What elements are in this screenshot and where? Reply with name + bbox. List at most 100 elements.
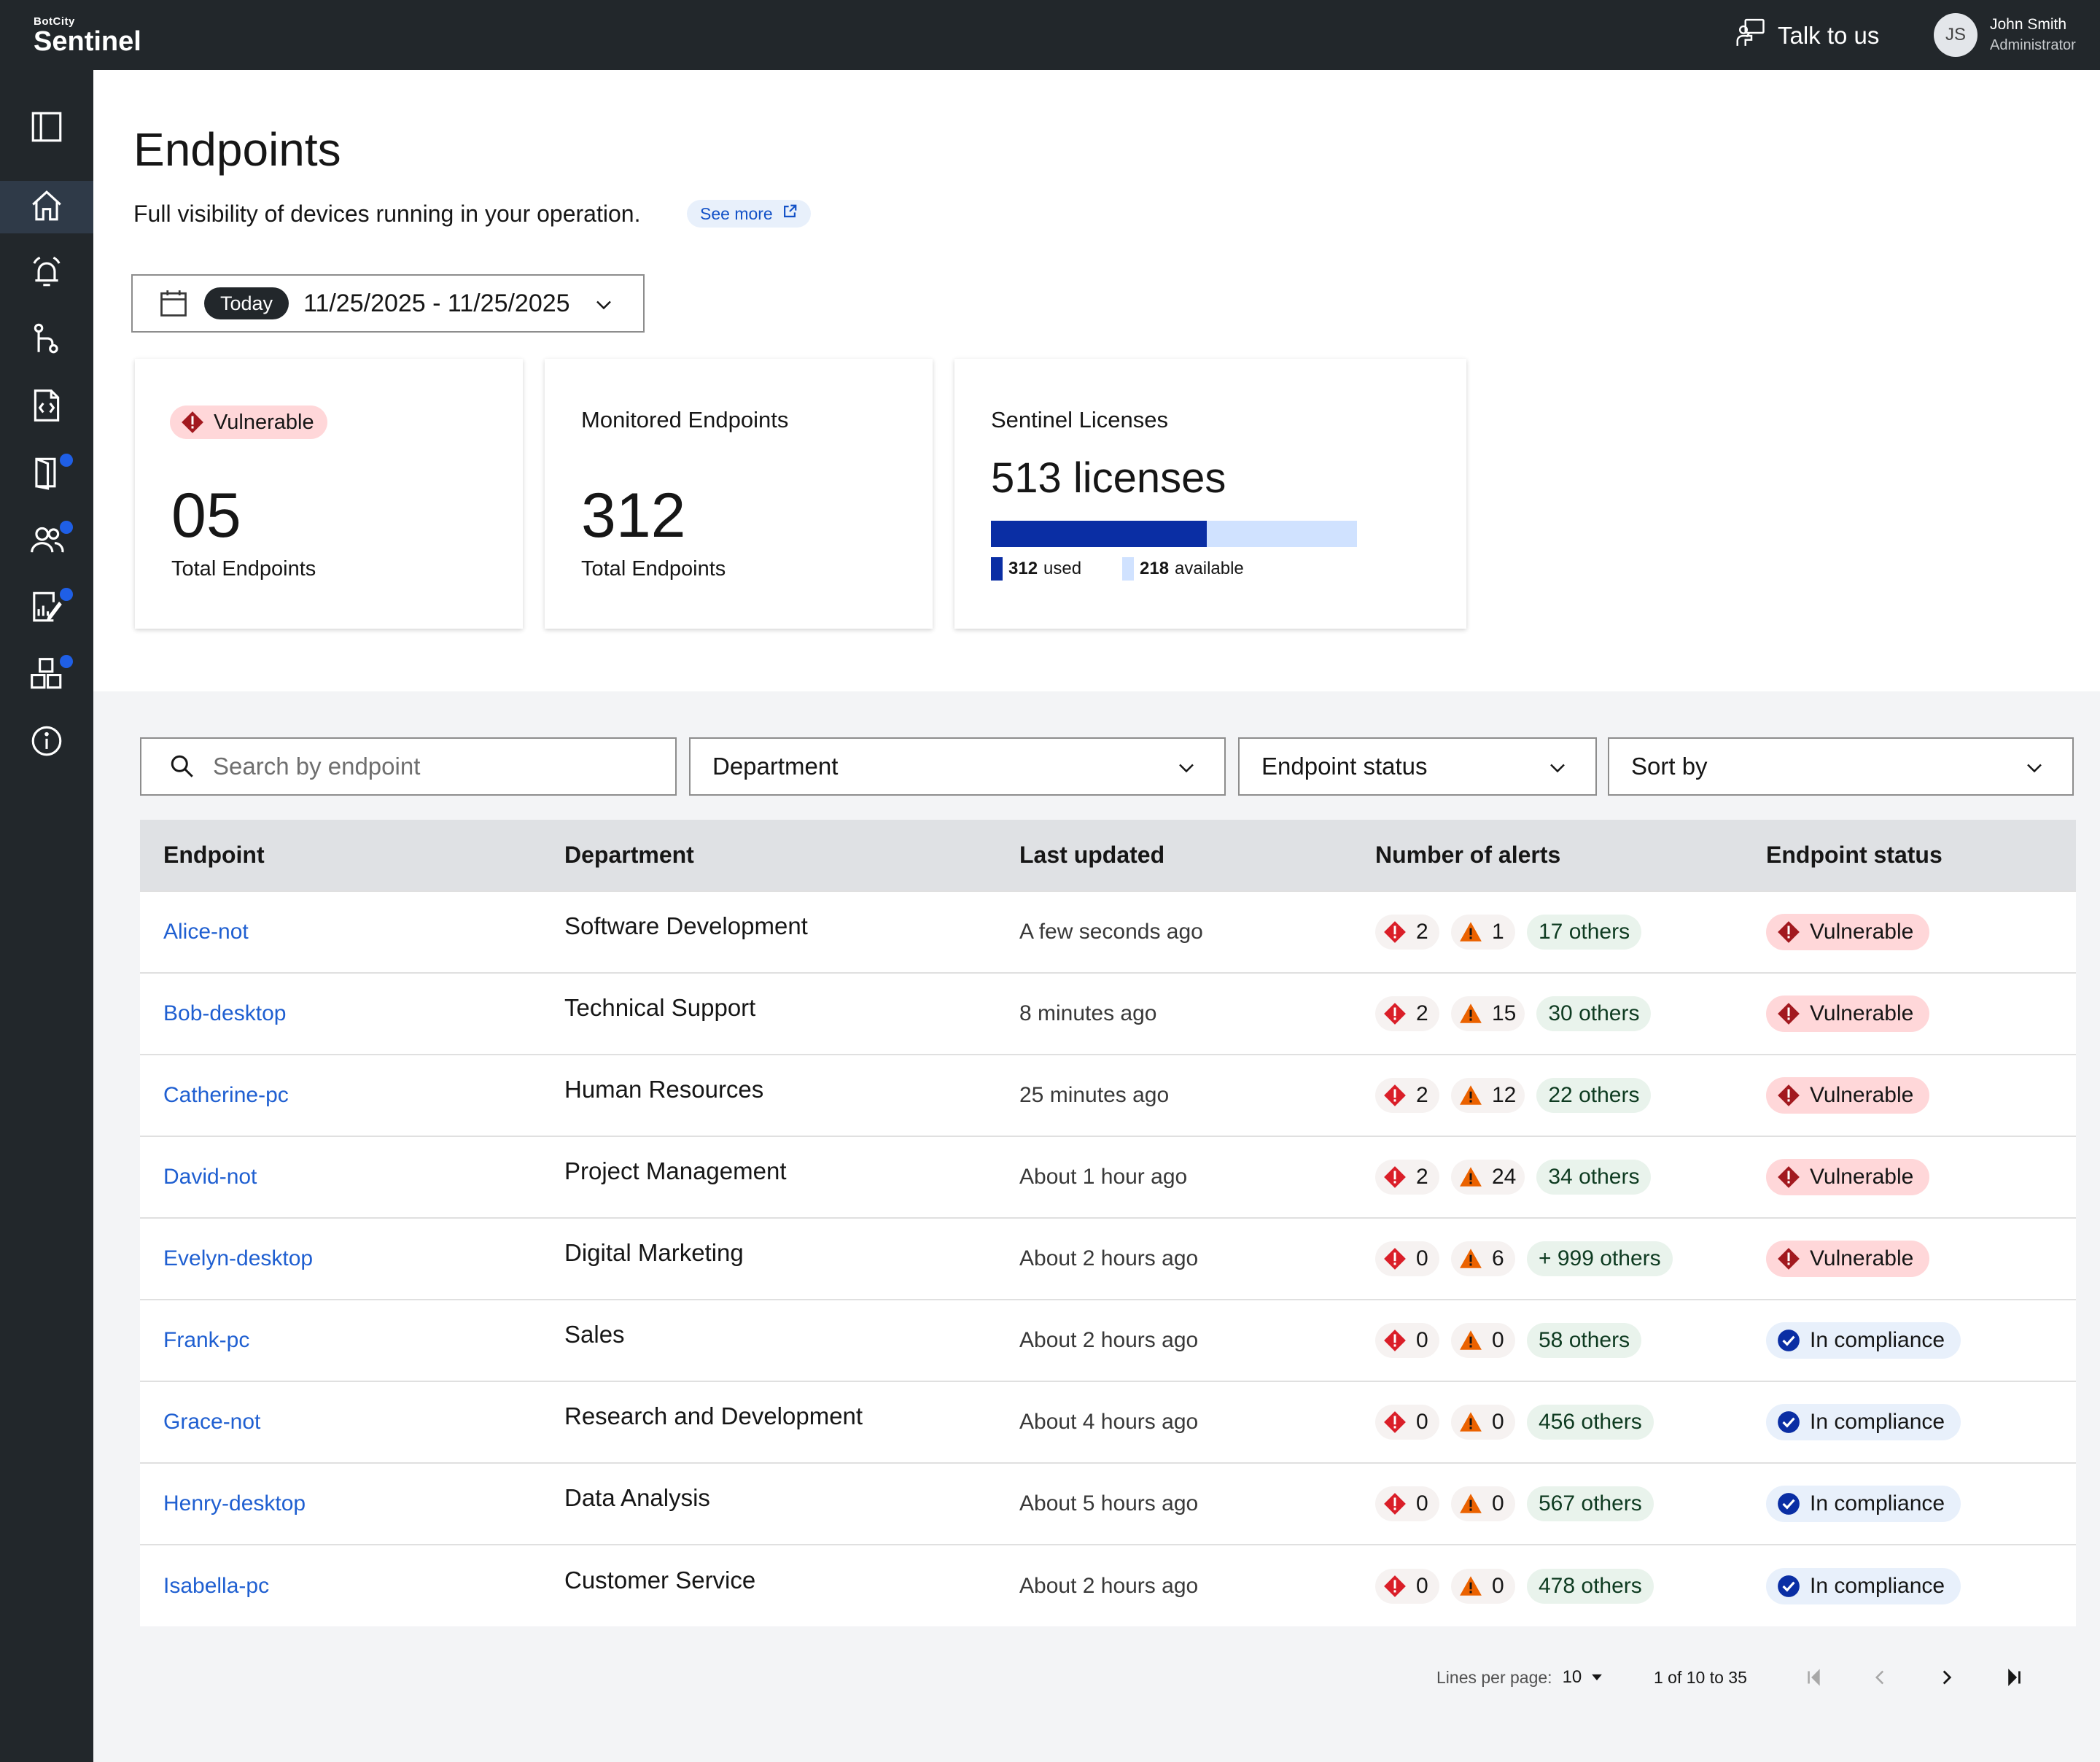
search-input[interactable]: Search by endpoint [213, 753, 421, 780]
monitored-endpoints-card[interactable]: Monitored Endpoints 312 Total Endpoints [545, 359, 933, 629]
other-alerts-count[interactable]: + 999 others [1527, 1241, 1673, 1276]
critical-alerts-count[interactable]: 2 [1375, 996, 1439, 1031]
endpoint-link[interactable]: Frank-pc [163, 1328, 250, 1352]
critical-alerts-count[interactable]: 0 [1375, 1486, 1439, 1521]
critical-alerts-count[interactable]: 0 [1375, 1405, 1439, 1440]
table-header-row: Endpoint Department Last updated Number … [140, 820, 2076, 891]
critical-alerts-count[interactable]: 2 [1375, 1078, 1439, 1113]
endpoints-table: Endpoint Department Last updated Number … [140, 820, 2076, 1626]
other-alerts-count[interactable]: 58 others [1527, 1323, 1642, 1358]
endpoint-link[interactable]: Evelyn-desktop [163, 1246, 314, 1270]
other-alerts-count[interactable]: 478 others [1527, 1568, 1654, 1604]
first-page-icon [1808, 1669, 1820, 1686]
department-cell: Customer Service [541, 1544, 996, 1626]
sidebar-item-workflows[interactable] [0, 314, 93, 366]
brand-logo[interactable]: BotCity Sentinel [34, 16, 141, 56]
endpoint-cell: Evelyn-desktop [140, 1217, 541, 1300]
sidebar-item-apps[interactable] [0, 649, 93, 702]
column-header-department[interactable]: Department [541, 820, 996, 891]
endpoint-link[interactable]: Isabella-pc [163, 1573, 270, 1598]
endpoint-link[interactable]: Catherine-pc [163, 1083, 289, 1107]
talk-to-us-button[interactable]: Talk to us [1735, 18, 1879, 53]
next-page-button[interactable] [1931, 1661, 1963, 1693]
sidebar-item-home[interactable] [0, 181, 93, 233]
other-alerts-count[interactable]: 34 others [1536, 1160, 1652, 1195]
table-row[interactable]: David-not Project Management About 1 hou… [140, 1136, 2076, 1218]
table-row[interactable]: Isabella-pc Customer Service About 2 hou… [140, 1544, 2076, 1626]
previous-page-button[interactable] [1864, 1661, 1896, 1693]
table-row[interactable]: Bob-desktop Technical Support 8 minutes … [140, 972, 2076, 1055]
department-dropdown[interactable]: Department [689, 737, 1226, 796]
endpoint-link[interactable]: Grace-not [163, 1410, 261, 1434]
today-preset-pill[interactable]: Today [204, 287, 289, 319]
column-header-endpoint[interactable]: Endpoint [140, 820, 541, 891]
warning-alerts-count[interactable]: 1 [1451, 915, 1515, 950]
table-row[interactable]: Grace-not Research and Development About… [140, 1381, 2076, 1463]
sidebar-item-access[interactable] [0, 448, 93, 500]
apps-icon [28, 656, 65, 696]
warning-alerts-count[interactable]: 15 [1451, 996, 1525, 1031]
column-header-last-updated[interactable]: Last updated [996, 820, 1352, 891]
see-more-link[interactable]: See more [687, 200, 811, 228]
status-badge: Vulnerable [1766, 1241, 1930, 1277]
last-updated-cell: About 4 hours ago [996, 1381, 1352, 1463]
endpoint-link[interactable]: Bob-desktop [163, 1001, 287, 1025]
warning-alerts-count[interactable]: 12 [1451, 1078, 1525, 1113]
status-label: In compliance [1810, 1328, 1945, 1352]
date-range-picker[interactable]: Today 11/25/2025 - 11/25/2025 [131, 274, 645, 333]
licenses-card[interactable]: Sentinel Licenses 513 licenses 312 used … [954, 359, 1466, 629]
warning-alerts-count[interactable]: 0 [1451, 1486, 1515, 1521]
column-header-alerts[interactable]: Number of alerts [1352, 820, 1743, 891]
critical-alert-icon [1776, 1246, 1801, 1271]
critical-alerts-count[interactable]: 0 [1375, 1568, 1439, 1604]
critical-alerts-count[interactable]: 2 [1375, 1160, 1439, 1195]
user-info[interactable]: John Smith Administrator [1990, 15, 2076, 55]
endpoint-link[interactable]: David-not [163, 1165, 257, 1189]
other-alerts-count[interactable]: 456 others [1527, 1405, 1654, 1440]
sidebar-item-users[interactable] [0, 515, 93, 567]
warning-alerts-count[interactable]: 0 [1451, 1323, 1515, 1358]
last-page-button[interactable] [1998, 1661, 2030, 1693]
status-label: In compliance [1810, 1573, 1945, 1598]
warning-count: 6 [1492, 1246, 1504, 1270]
sidebar-item-toggle[interactable] [0, 102, 93, 155]
warning-count: 0 [1492, 1573, 1504, 1598]
warning-alerts-count[interactable]: 6 [1451, 1241, 1515, 1276]
warning-alerts-count[interactable]: 24 [1451, 1160, 1525, 1195]
alerts-cell: 0 0 478 others [1352, 1544, 1743, 1626]
endpoint-status-dropdown[interactable]: Endpoint status [1238, 737, 1597, 796]
first-page-button[interactable] [1798, 1661, 1830, 1693]
sidebar-item-reports[interactable] [0, 582, 93, 634]
endpoint-link[interactable]: Alice-not [163, 920, 249, 944]
lines-per-page-select[interactable]: 10 [1563, 1667, 1606, 1688]
other-alerts-count[interactable]: 30 others [1536, 996, 1652, 1031]
endpoint-link[interactable]: Henry-desktop [163, 1491, 306, 1515]
table-row[interactable]: Henry-desktop Data Analysis About 5 hour… [140, 1462, 2076, 1545]
critical-alerts-count[interactable]: 2 [1375, 915, 1439, 950]
avatar[interactable]: JS [1934, 13, 1978, 57]
warning-alerts-count[interactable]: 0 [1451, 1405, 1515, 1440]
chevron-right-icon [1942, 1670, 1952, 1685]
column-header-status[interactable]: Endpoint status [1743, 820, 2076, 891]
lines-per-page-label: Lines per page: [1436, 1667, 1552, 1687]
table-row[interactable]: Catherine-pc Human Resources 25 minutes … [140, 1054, 2076, 1136]
warning-count: 12 [1492, 1083, 1517, 1107]
status-badge: Vulnerable [1766, 996, 1930, 1032]
sidebar-item-info[interactable] [0, 716, 93, 769]
sidebar-item-code[interactable] [0, 381, 93, 433]
critical-alerts-count[interactable]: 0 [1375, 1323, 1439, 1358]
critical-alerts-count[interactable]: 0 [1375, 1241, 1439, 1276]
other-alerts-count[interactable]: 567 others [1527, 1486, 1654, 1521]
sort-by-dropdown[interactable]: Sort by [1608, 737, 2074, 796]
table-row[interactable]: Frank-pc Sales About 2 hours ago 0 0 58 … [140, 1299, 2076, 1381]
other-alerts-count[interactable]: 22 others [1536, 1078, 1652, 1113]
search-field[interactable]: Search by endpoint [140, 737, 677, 796]
other-alerts-count[interactable]: 17 others [1527, 915, 1642, 950]
monitored-count: 312 [581, 481, 686, 551]
table-row[interactable]: Evelyn-desktop Digital Marketing About 2… [140, 1217, 2076, 1300]
sidebar-item-alerts[interactable] [0, 247, 93, 299]
vulnerable-endpoints-card[interactable]: Vulnerable 05 Total Endpoints [135, 359, 523, 629]
table-row[interactable]: Alice-not Software Development A few sec… [140, 890, 2076, 973]
warning-alerts-count[interactable]: 0 [1451, 1568, 1515, 1604]
alerts-cell: 0 6 + 999 others [1352, 1217, 1743, 1300]
